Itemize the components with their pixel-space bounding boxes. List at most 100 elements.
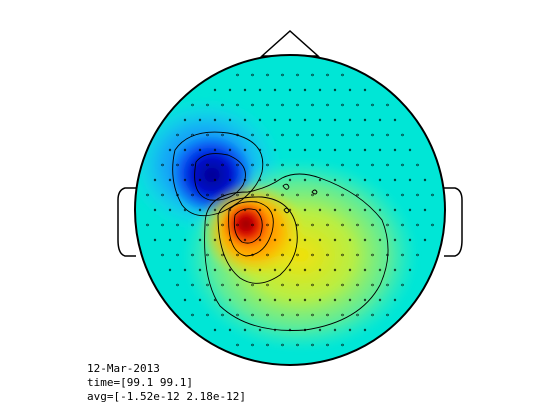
electrode-marker	[221, 163, 224, 167]
electrode-marker	[326, 73, 329, 77]
electrode-marker	[213, 238, 217, 242]
electrode-marker	[356, 313, 359, 317]
electrode-marker	[236, 313, 239, 317]
electrode-marker	[401, 193, 404, 197]
electrode-marker	[168, 238, 172, 242]
electrode-marker	[318, 178, 322, 182]
electrode-marker	[266, 103, 269, 107]
electrode-marker	[378, 298, 382, 302]
electrode-marker	[363, 88, 367, 92]
electrode-marker	[311, 223, 314, 227]
electrode-marker	[318, 88, 322, 92]
electrode-marker	[303, 268, 307, 272]
electrode-marker	[191, 103, 194, 107]
electrode-marker	[281, 223, 284, 227]
electrode-marker	[296, 193, 299, 197]
electrode-marker	[281, 343, 284, 347]
electrode-marker	[378, 238, 382, 242]
electrode-marker	[273, 268, 277, 272]
electrode-marker	[206, 283, 209, 287]
electrode-marker	[191, 283, 194, 287]
electrode-marker	[228, 328, 232, 332]
electrode-marker	[318, 268, 322, 272]
electrode-marker	[408, 208, 412, 212]
electrode-marker	[228, 268, 232, 272]
electrode-marker	[161, 193, 164, 197]
electrode-marker	[288, 148, 292, 152]
electrode-marker	[326, 103, 329, 107]
electrode-marker	[191, 223, 194, 227]
electrode-marker	[318, 148, 322, 152]
electrode-marker	[206, 163, 209, 167]
electrode-marker	[273, 178, 277, 182]
electrode-marker	[311, 163, 314, 167]
electrode-marker	[168, 148, 172, 152]
electrode-marker	[288, 268, 292, 272]
electrode-marker	[386, 313, 389, 317]
electrode-marker	[393, 238, 397, 242]
electrode-marker	[213, 268, 217, 272]
electrode-marker	[363, 178, 367, 182]
electrode-marker	[191, 313, 194, 317]
electrode-marker	[258, 148, 262, 152]
electrode-marker	[408, 178, 412, 182]
electrode-marker	[311, 193, 314, 197]
electrode-marker	[303, 208, 307, 212]
contour-positive-inner	[228, 201, 274, 257]
electrode-marker	[161, 223, 164, 227]
electrode-marker	[356, 133, 359, 137]
electrode-marker	[213, 208, 217, 212]
electrode-marker	[146, 223, 149, 227]
electrode-marker	[303, 118, 307, 122]
electrode-marker	[341, 133, 344, 137]
electrode-marker	[236, 193, 239, 197]
electrode-marker	[176, 193, 179, 197]
electrode-marker	[228, 148, 232, 152]
electrode-marker	[348, 268, 352, 272]
electrode-marker	[243, 178, 247, 182]
electrode-marker	[281, 163, 284, 167]
electrode-marker	[386, 283, 389, 287]
electrode-marker	[356, 103, 359, 107]
electrode-marker	[393, 298, 397, 302]
electrode-marker	[288, 88, 292, 92]
electrode-marker	[371, 253, 374, 257]
electrode-marker	[386, 133, 389, 137]
electrode-marker	[363, 238, 367, 242]
electrode-marker	[416, 163, 419, 167]
electrode-marker	[243, 298, 247, 302]
electrode-marker	[318, 298, 322, 302]
electrode-marker	[266, 283, 269, 287]
electrode-marker	[168, 178, 172, 182]
electrode-marker	[258, 178, 262, 182]
electrode-marker	[371, 223, 374, 227]
electrode-marker	[333, 268, 337, 272]
electrode-marker	[326, 133, 329, 137]
electrode-marker	[153, 208, 157, 212]
electrode-marker	[326, 163, 329, 167]
electrode-marker	[281, 253, 284, 257]
electrode-marker	[401, 223, 404, 227]
electrode-marker	[318, 208, 322, 212]
electrode-marker	[191, 253, 194, 257]
electrode-marker	[393, 268, 397, 272]
info-time: time=[99.1 99.1]	[87, 376, 193, 389]
electrode-marker	[378, 208, 382, 212]
electrode-marker	[153, 178, 157, 182]
electrode-marker	[273, 88, 277, 92]
electrode-marker	[341, 73, 344, 77]
electrode-marker	[176, 283, 179, 287]
electrode-marker	[221, 103, 224, 107]
electrode-marker	[303, 328, 307, 332]
electrode-marker	[176, 163, 179, 167]
electrode-marker	[296, 313, 299, 317]
electrode-marker	[378, 148, 382, 152]
electrode-marker	[258, 328, 262, 332]
electrode-marker	[363, 208, 367, 212]
electrode-marker	[333, 208, 337, 212]
electrode-marker	[228, 118, 232, 122]
electrode-marker	[266, 193, 269, 197]
electrode-marker	[236, 343, 239, 347]
electrode-marker	[273, 238, 277, 242]
electrode-marker	[326, 313, 329, 317]
